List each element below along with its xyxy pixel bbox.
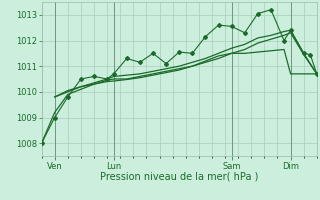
X-axis label: Pression niveau de la mer( hPa ): Pression niveau de la mer( hPa ): [100, 172, 258, 182]
